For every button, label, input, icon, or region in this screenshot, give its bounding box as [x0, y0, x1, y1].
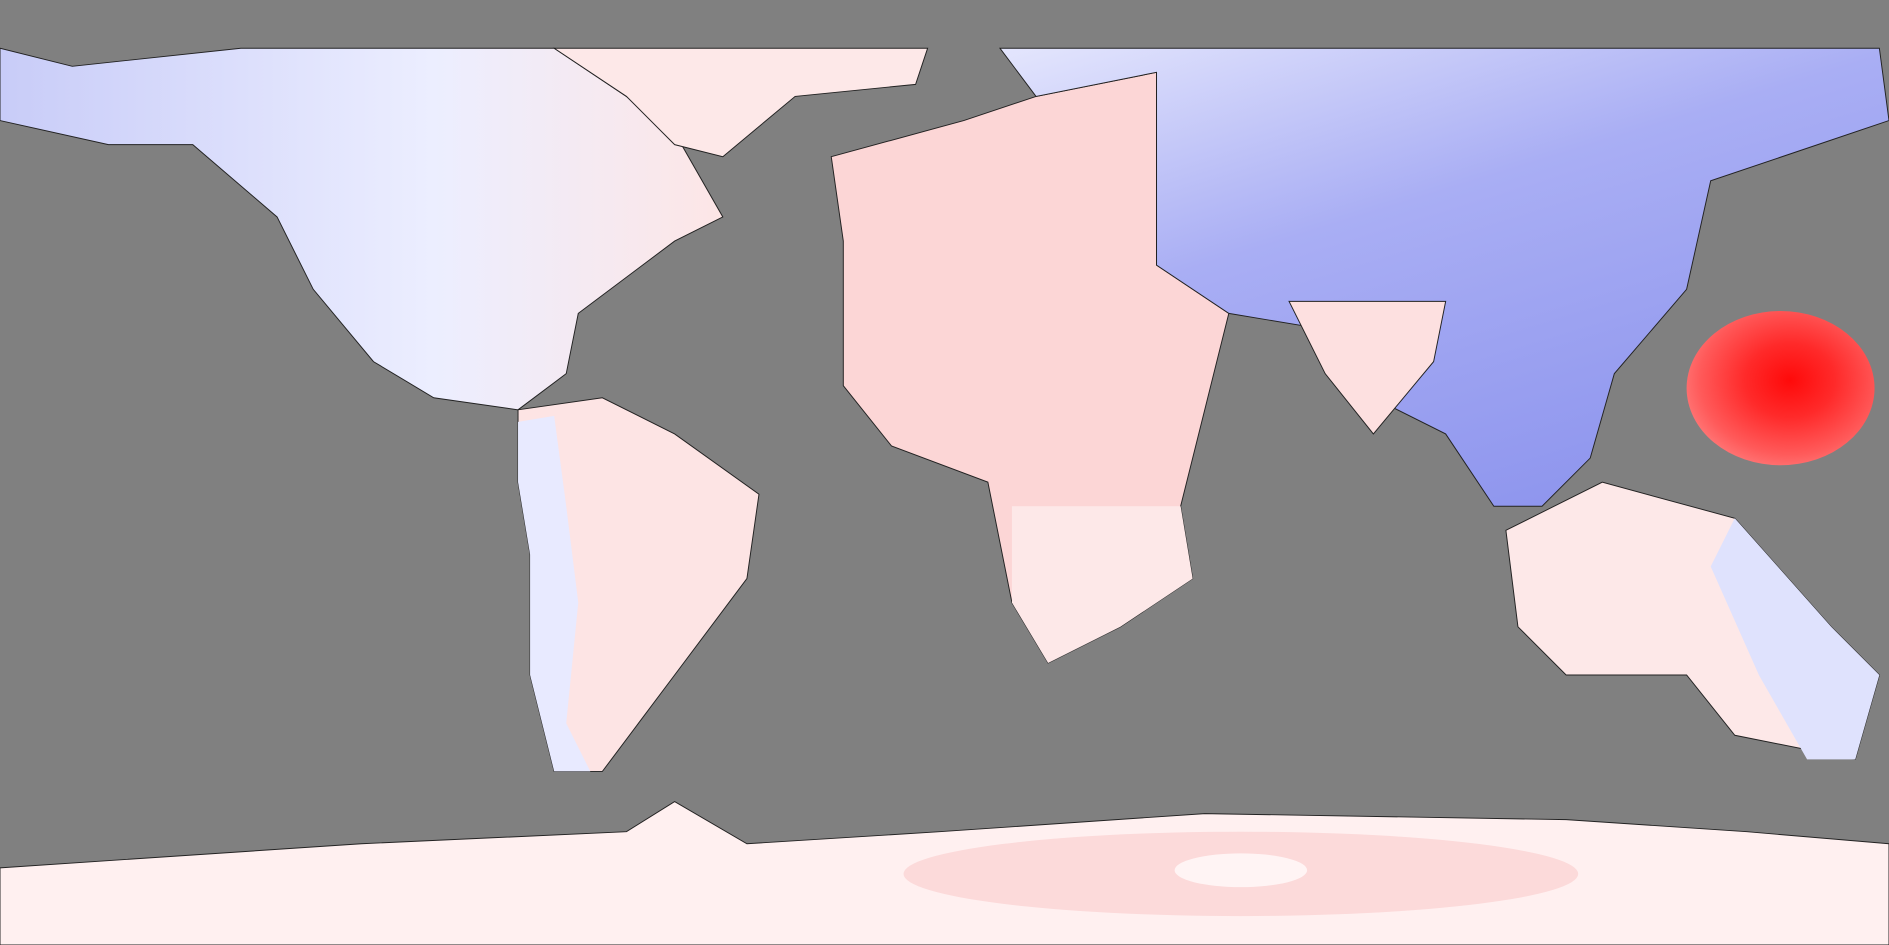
anomaly-hotspot	[1686, 310, 1875, 466]
australia-east	[1710, 518, 1880, 760]
greenland	[552, 47, 929, 158]
antarctica-core	[1174, 853, 1308, 888]
india	[1288, 300, 1447, 435]
southern-africa	[1011, 506, 1193, 663]
south-america-west	[518, 415, 591, 772]
asia	[998, 47, 1889, 507]
